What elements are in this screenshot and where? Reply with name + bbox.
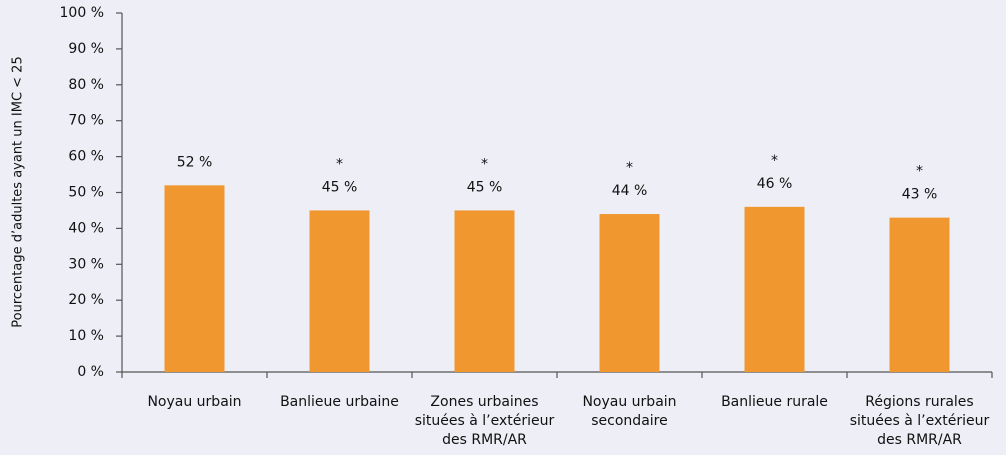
y-tick-label: 90 % (68, 41, 104, 57)
bar (454, 210, 515, 372)
x-tick-label: Banlieue urbaine (280, 394, 399, 410)
bar (889, 217, 950, 372)
bar (309, 210, 370, 372)
y-tick-label: 50 % (68, 185, 104, 201)
x-tick-label: Noyau urbain secondaire (582, 394, 676, 429)
bar (599, 214, 660, 372)
value-label: 52 % (177, 154, 213, 170)
x-tick-label: Banlieue rurale (721, 394, 828, 410)
x-tick-label: Zones urbaines situées à l’extérieur des R… (415, 394, 555, 448)
y-tick-label: 70 % (68, 113, 104, 129)
y-tick-label: 80 % (68, 77, 104, 93)
value-label: 45 % (322, 179, 358, 195)
y-tick-label: 20 % (68, 292, 104, 308)
y-tick-label: 0 % (77, 364, 104, 380)
x-tick-label: Régions rurales situées à l’extérieur des … (850, 394, 990, 448)
value-label: 44 % (612, 183, 648, 199)
significance-marker: * (481, 156, 488, 172)
y-tick-label: 40 % (68, 220, 104, 236)
x-tick-label: Noyau urbain (147, 394, 241, 410)
y-tick-label: 30 % (68, 256, 104, 272)
value-label: 43 % (902, 187, 938, 203)
significance-marker: * (626, 160, 633, 176)
significance-marker: * (771, 153, 778, 169)
value-label: 45 % (467, 179, 503, 195)
y-tick-label: 100 % (60, 5, 104, 21)
bar (164, 185, 225, 372)
value-label: 46 % (757, 176, 793, 192)
y-tick-label: 60 % (68, 149, 104, 165)
y-tick-label: 10 % (68, 328, 104, 344)
significance-marker: * (336, 156, 343, 172)
bar (744, 206, 805, 372)
y-axis-label: Pourcentage d’adultes ayant un IMC < 25 (11, 56, 26, 327)
significance-marker: * (916, 164, 923, 180)
